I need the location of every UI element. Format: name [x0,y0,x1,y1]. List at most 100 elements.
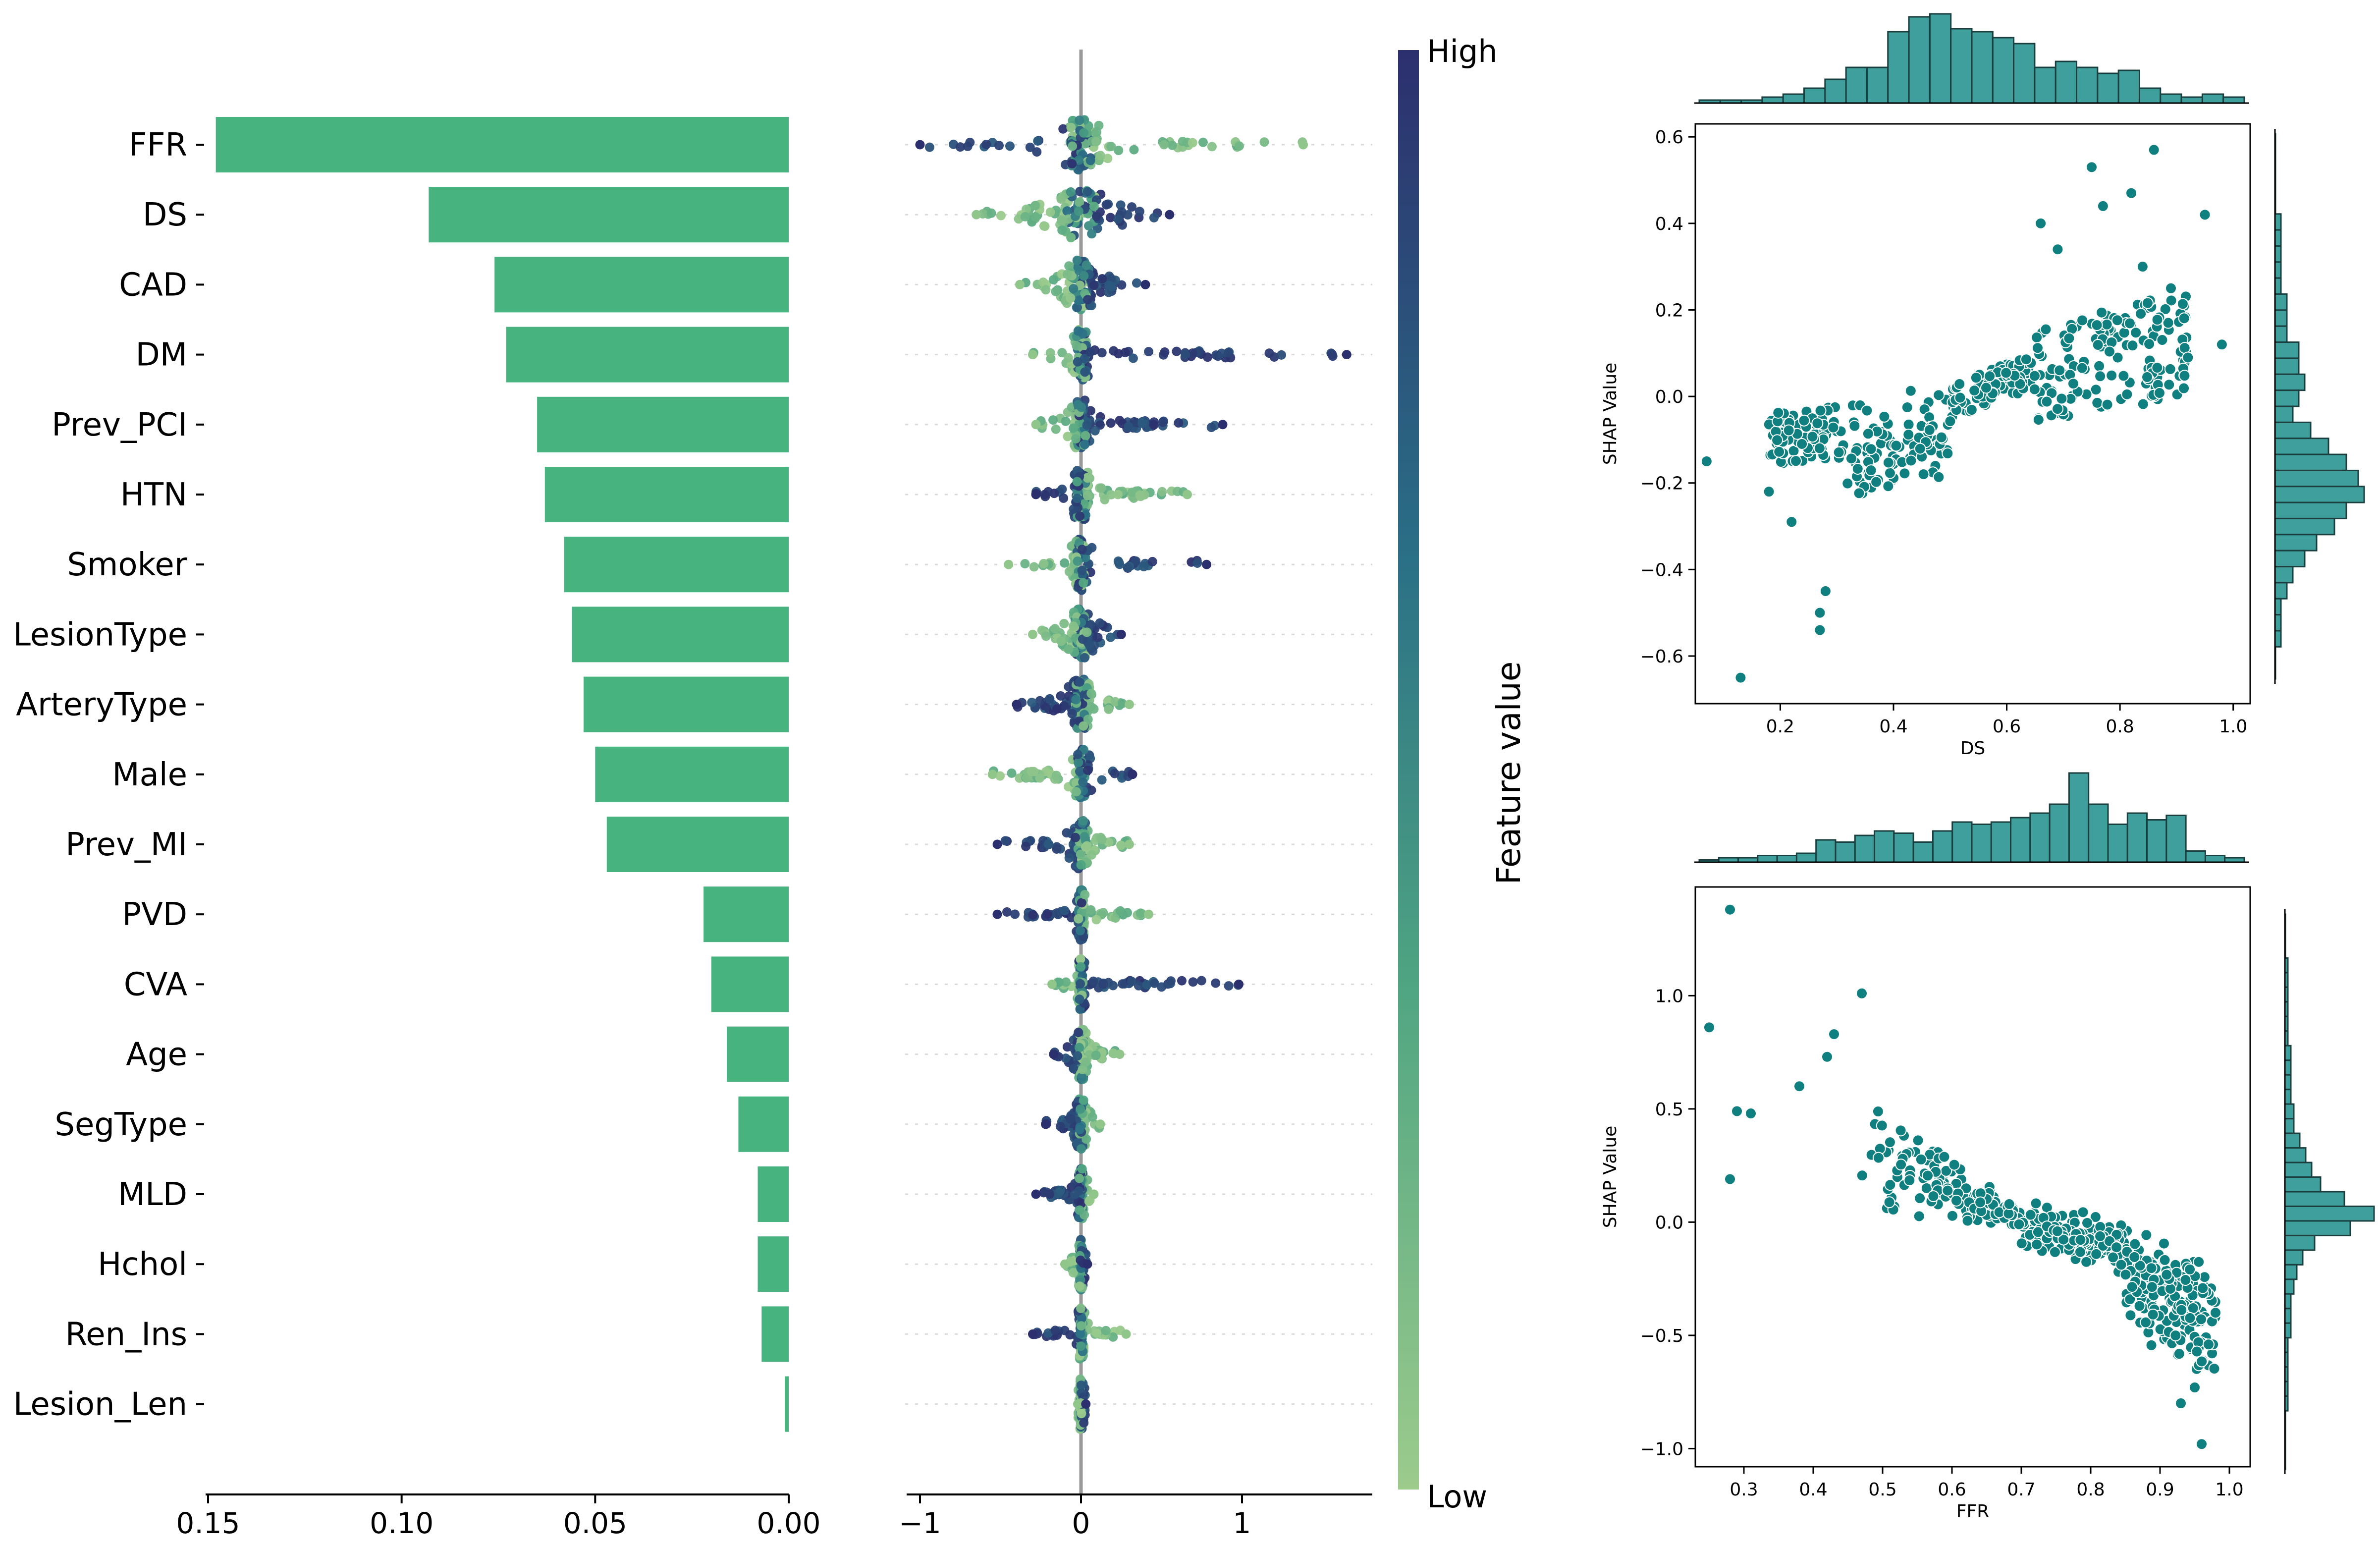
marginal-hist-bar [2274,469,2359,488]
marginal-hist-bar [2284,1264,2298,1280]
beeswarm-point [1136,492,1145,501]
beeswarm-point [1259,137,1269,147]
beeswarm-point [1042,909,1052,919]
beeswarm-point [1110,769,1120,778]
marginal-hist-bar [2284,1147,2307,1163]
beeswarm-point [1198,137,1208,147]
dependence-point [2055,392,2068,405]
dependence-point [1870,476,1883,488]
beeswarm-point [1082,295,1092,305]
beeswarm-point [1074,758,1083,768]
beeswarm-point [1140,279,1150,289]
joint-xtick-label: 0.2 [1766,717,1794,737]
dependence-point [2164,1282,2176,1295]
dependence-point [2089,1211,2102,1223]
dependence-point [2111,314,2123,327]
marginal-hist-bar [2013,43,2036,104]
marginal-hist-bar [2274,405,2294,423]
beeswarm-point [1066,187,1076,197]
beeswarm-point [1076,1144,1086,1154]
beeswarm-point [1025,142,1035,152]
beeswarm-point [1188,348,1197,358]
joint-x-label: FFR [1956,1501,1989,1522]
beeswarm-point [1073,556,1082,566]
beeswarm-point [1101,1325,1111,1335]
beeswarm-point [1064,644,1074,654]
beeswarm-point [1188,977,1198,987]
beeswarm-point [1050,1325,1060,1335]
beeswarm-point [1071,832,1081,842]
dependence-point [2077,1206,2089,1218]
joint-xtick-label: 0.3 [1730,1480,1758,1500]
dependence-point [1884,1136,1896,1149]
bar-xtick-label: 0.15 [176,1506,240,1540]
dependence-point [2051,1225,2063,1237]
marginal-hist-bar [2284,1278,2295,1295]
marginal-hist-bar [2274,277,2282,295]
joint-ytick-label: 1.0 [1655,986,1683,1006]
beeswarm-point [1076,979,1085,989]
beeswarm-point [1117,699,1127,709]
dependence-point [2143,338,2156,350]
beeswarm-point [955,142,965,152]
importance-bar [757,1166,789,1222]
dependence-point [2173,1348,2185,1360]
beeswarm-point [1167,140,1177,150]
joint-xtick-label: 0.6 [1993,717,2021,737]
beeswarm-point [1064,261,1074,271]
dependence-point [1923,424,1936,436]
beeswarm-point [1089,201,1099,211]
beeswarm-point [1071,434,1081,444]
beeswarm-point [1073,1399,1082,1409]
dependence-point [1915,1153,1927,1165]
dependence-point [1865,464,1877,477]
beeswarm-point [1028,629,1037,639]
beeswarm-point [1005,141,1015,151]
marginal-hist-bar [2284,1322,2292,1339]
marginal-hist-bar [2274,389,2300,407]
beeswarm-point [1045,207,1055,217]
beeswarm-point [1075,1281,1084,1291]
beeswarm-point [1277,350,1287,360]
beeswarm-point [1083,473,1093,483]
dependence-point [1833,446,1845,458]
beeswarm-point [1085,347,1095,357]
beeswarm-point [1165,210,1175,220]
beeswarm-point [1107,282,1117,292]
beeswarm-point [1298,140,1308,150]
dependence-point [2165,294,2177,307]
marginal-hist-bar [1874,830,1895,863]
beeswarm-point [1106,142,1116,152]
bar-xtick-label: 0.05 [563,1506,627,1540]
dependence-point [2123,317,2136,330]
beeswarm-point [1028,350,1037,360]
beeswarm-point [1031,1189,1041,1199]
beeswarm-point [1059,701,1069,711]
dependence-point [1965,404,1978,416]
beeswarm-point [1040,490,1050,499]
dependence-point [2031,331,2043,344]
beeswarm-point [1043,839,1053,849]
dependence-point [2090,1248,2103,1260]
beeswarm-point [1045,1189,1055,1199]
marginal-hist-bar [2284,1074,2292,1091]
dependence-point [1914,1192,1926,1205]
beeswarm-point [1077,1409,1086,1419]
dependence-point [2015,1237,2028,1250]
beeswarm-point [1027,767,1036,776]
beeswarm-point [1030,212,1040,222]
beeswarm-point [1027,698,1037,708]
beeswarm-point [1077,898,1086,908]
beeswarm-point [1114,349,1124,359]
marginal-hist-bar [1835,841,1856,863]
beeswarm-point [1020,559,1030,569]
importance-bar [738,1096,789,1152]
dependence-point [2126,1281,2138,1293]
marginal-hist-bar [2274,213,2282,231]
dependence-point [1968,385,1981,397]
importance-bar [494,257,789,313]
dependence-point [2140,1229,2153,1241]
dependence-point [1953,378,1966,390]
dependence-point [2117,370,2130,382]
dependence-point [2178,312,2190,325]
